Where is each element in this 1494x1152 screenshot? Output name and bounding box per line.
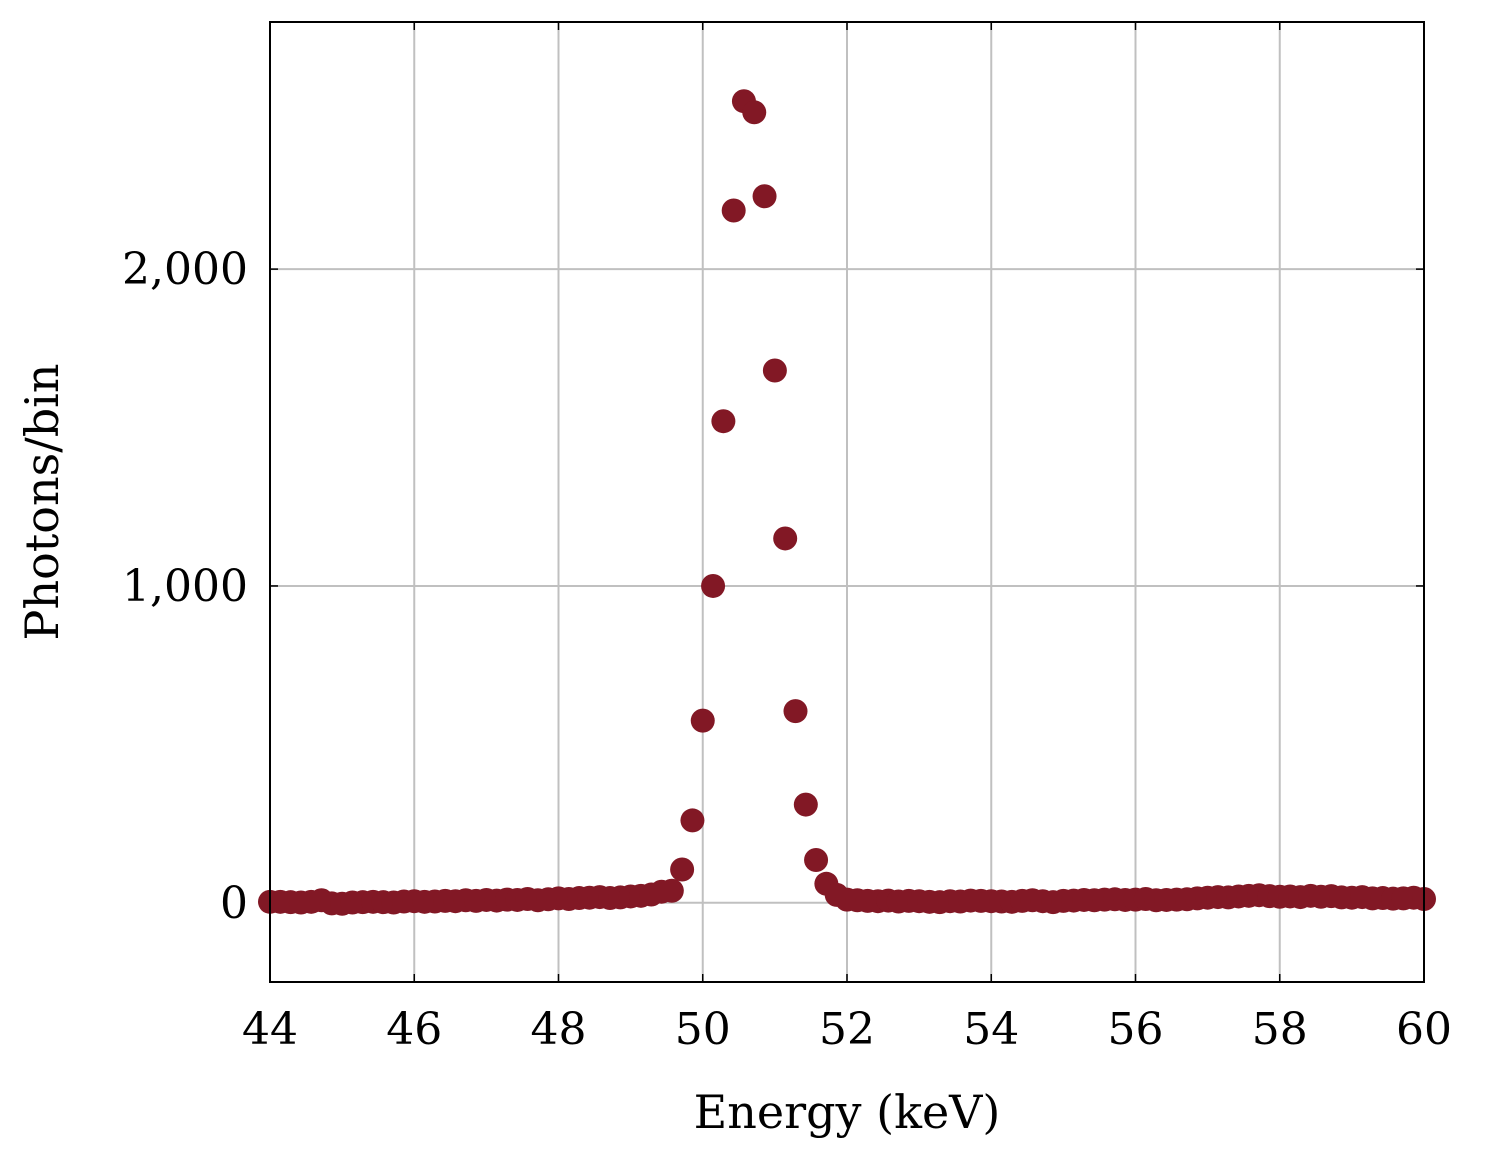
data-point xyxy=(721,198,746,223)
data-point xyxy=(793,792,818,817)
data-point xyxy=(773,526,798,551)
data-point xyxy=(690,708,715,733)
y-tick-label: 1,000 xyxy=(122,561,248,612)
data-point xyxy=(752,184,777,209)
data-point xyxy=(762,358,787,383)
data-points xyxy=(258,89,1436,916)
data-point xyxy=(659,878,684,903)
x-tick-label: 56 xyxy=(1108,1004,1164,1055)
x-tick-label: 52 xyxy=(819,1004,875,1055)
data-point xyxy=(742,100,767,125)
x-tick-label: 54 xyxy=(963,1004,1019,1055)
data-point xyxy=(701,573,726,598)
x-axis-label: Energy (keV) xyxy=(694,1085,1001,1139)
data-point xyxy=(804,848,829,873)
y-tick-label: 0 xyxy=(220,878,248,929)
y-tick-label: 2,000 xyxy=(122,244,248,295)
data-point xyxy=(670,857,695,882)
grid xyxy=(269,22,1425,982)
x-tick-label: 48 xyxy=(531,1004,587,1055)
x-tick-label: 58 xyxy=(1252,1004,1308,1055)
plot-area-frame xyxy=(269,21,1425,983)
x-tick-labels: 44 46 48 50 52 54 56 58 60 xyxy=(242,1004,1452,1055)
x-tick-label: 44 xyxy=(242,1004,298,1055)
data-point xyxy=(711,409,736,434)
x-tick-label: 60 xyxy=(1396,1004,1452,1055)
data-point xyxy=(783,699,808,724)
y-axis-label: Photons/bin xyxy=(15,364,69,641)
data-point xyxy=(680,808,705,833)
y-tick-labels: 0 1,000 2,000 xyxy=(122,244,248,929)
x-tick-label: 50 xyxy=(675,1004,731,1055)
x-tick-label: 46 xyxy=(386,1004,442,1055)
